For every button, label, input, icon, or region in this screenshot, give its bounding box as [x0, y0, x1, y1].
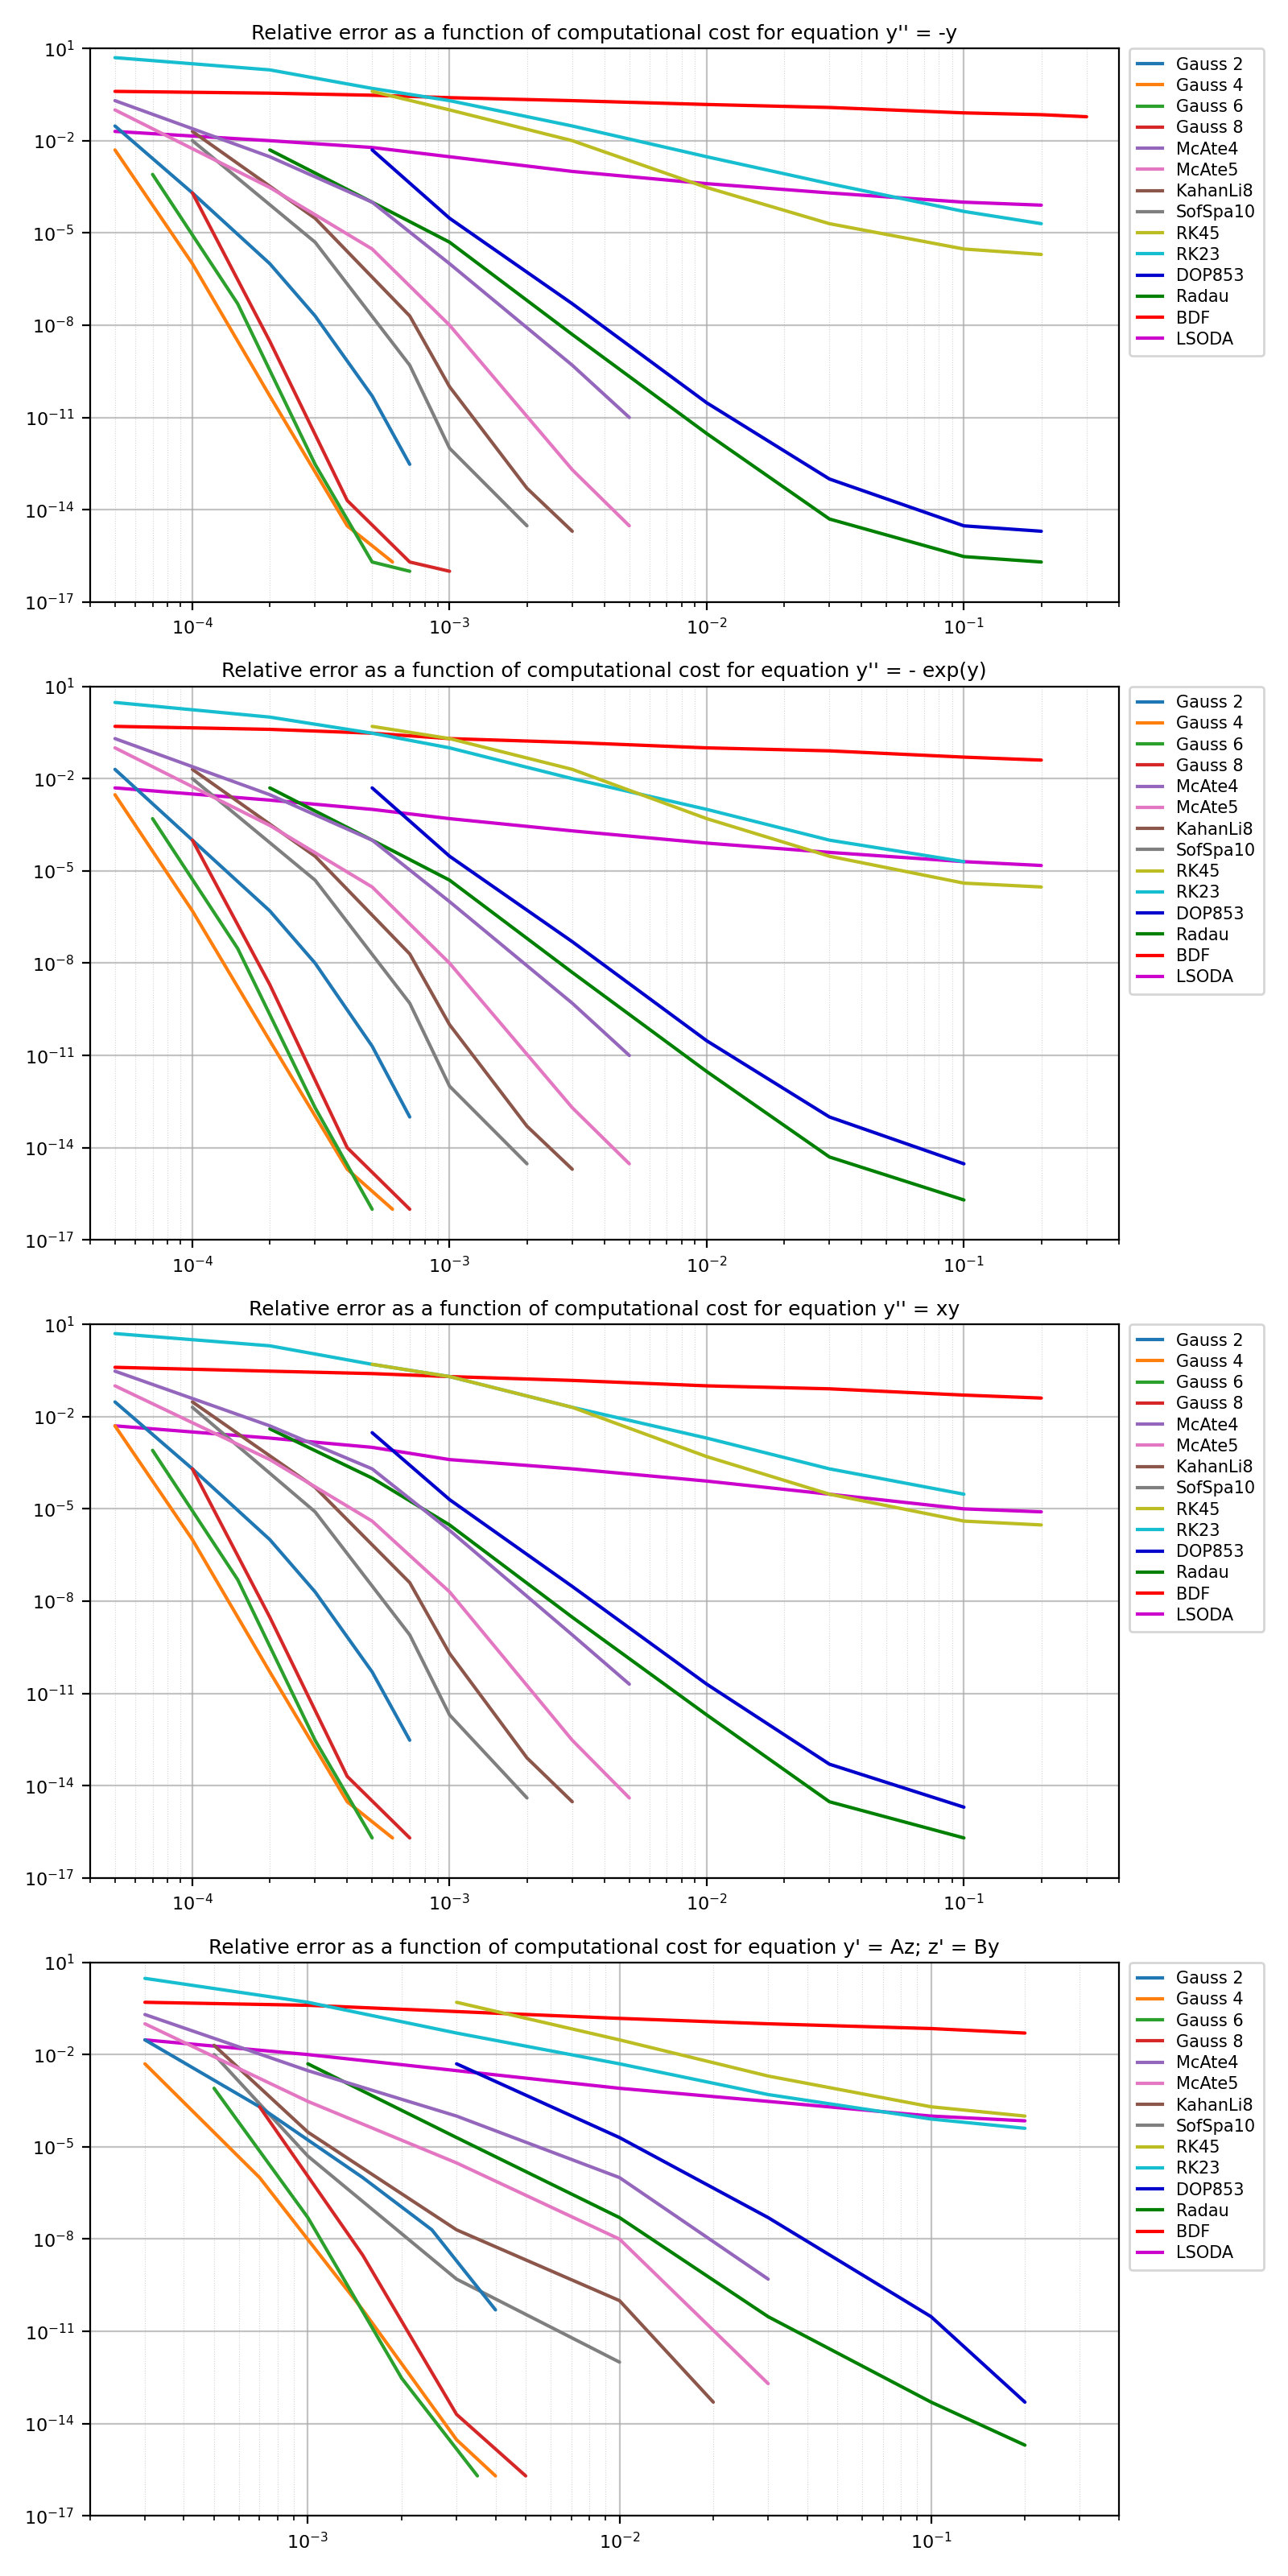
Title: Relative error as a function of computational cost for equation y' = Az; z' = By: Relative error as a function of computat…: [209, 1937, 999, 1958]
Legend: Gauss 2, Gauss 4, Gauss 6, Gauss 8, McAte4, McAte5, KahanLi8, SofSpa10, RK45, RK: Gauss 2, Gauss 4, Gauss 6, Gauss 8, McAt…: [1130, 49, 1264, 355]
Title: Relative error as a function of computational cost for equation y'' = xy: Relative error as a function of computat…: [249, 1301, 960, 1319]
Title: Relative error as a function of computational cost for equation y'' = -y: Relative error as a function of computat…: [251, 23, 957, 44]
Title: Relative error as a function of computational cost for equation y'' = - exp(y): Relative error as a function of computat…: [222, 662, 987, 683]
Legend: Gauss 2, Gauss 4, Gauss 6, Gauss 8, McAte4, McAte5, KahanLi8, SofSpa10, RK45, RK: Gauss 2, Gauss 4, Gauss 6, Gauss 8, McAt…: [1130, 1963, 1264, 2269]
Legend: Gauss 2, Gauss 4, Gauss 6, Gauss 8, McAte4, McAte5, KahanLi8, SofSpa10, RK45, RK: Gauss 2, Gauss 4, Gauss 6, Gauss 8, McAt…: [1130, 1324, 1264, 1631]
Legend: Gauss 2, Gauss 4, Gauss 6, Gauss 8, McAte4, McAte5, KahanLi8, SofSpa10, RK45, RK: Gauss 2, Gauss 4, Gauss 6, Gauss 8, McAt…: [1130, 685, 1264, 994]
